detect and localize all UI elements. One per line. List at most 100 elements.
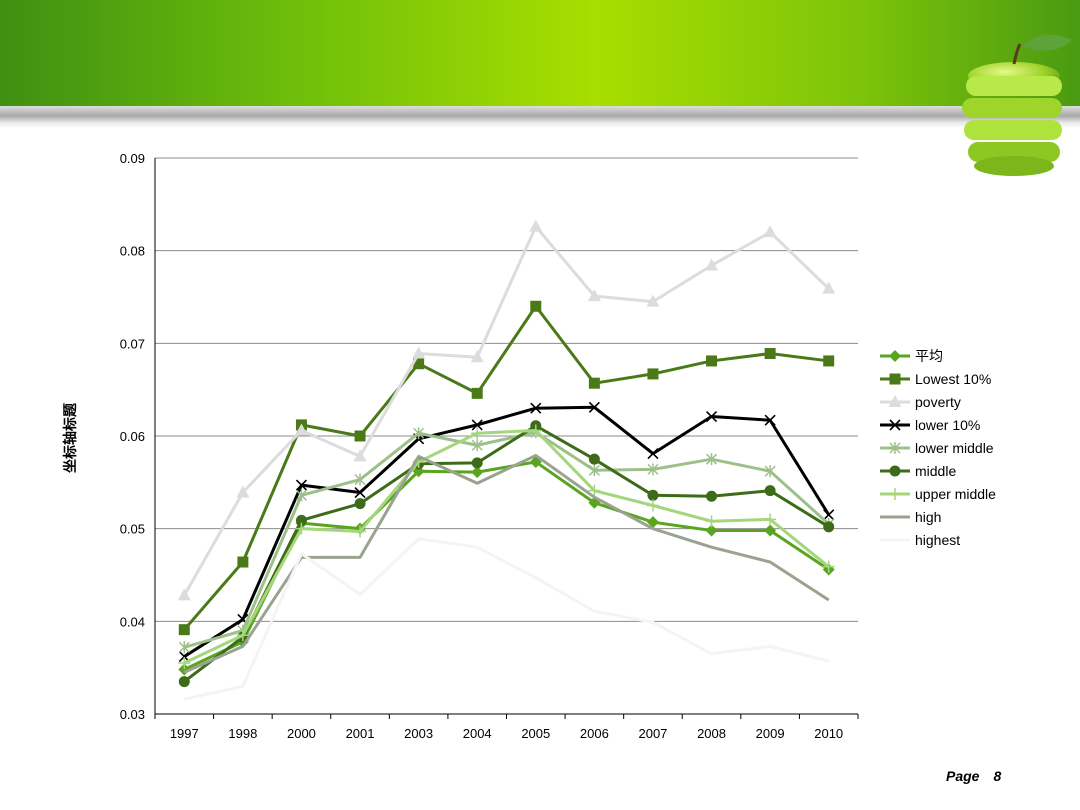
data-point [354,525,367,538]
page-label: Page [946,768,980,784]
data-point [295,489,307,502]
data-point [587,289,601,302]
legend-label: lower 10% [915,417,980,433]
legend-marker [889,465,901,477]
data-point [764,485,776,497]
page-indicator: Page 8 [946,768,1001,784]
data-point [412,346,426,359]
data-point [178,676,190,688]
data-point [647,448,659,460]
series-line-5 [183,424,830,683]
data-point [822,281,836,294]
data-point [470,350,484,363]
y-tick-label: 0.09 [120,151,145,166]
y-tick-label: 0.06 [120,429,145,444]
data-point [647,463,659,476]
data-point [705,410,718,423]
data-point [647,368,659,380]
data-point [295,522,308,535]
legend-label: lower middle [915,440,994,456]
data-point [236,629,249,642]
x-tick-label: 2000 [287,726,316,741]
data-point [178,641,190,654]
data-point [413,427,425,440]
data-point [354,473,366,486]
legend-marker [888,395,902,407]
data-point [588,464,600,477]
legend-label: middle [915,463,956,479]
data-point [354,430,366,442]
data-point [822,560,835,573]
data-point [294,423,308,436]
data-point [471,466,484,479]
data-point [646,516,659,529]
data-point [529,219,543,232]
data-point [237,556,249,568]
data-point [706,453,718,466]
data-point [823,355,835,367]
x-tick-label: 2006 [580,726,609,741]
data-point [764,414,776,426]
series-line-2 [182,225,830,597]
data-point [646,499,659,512]
legend-marker [889,488,901,500]
y-tick-label: 0.08 [120,244,145,259]
data-point [354,498,366,510]
data-point [529,424,542,437]
data-point [530,402,542,414]
y-axis-title: 坐标轴标题 [63,403,79,473]
data-point [471,439,483,452]
x-tick-label: 1997 [170,726,199,741]
legend-label: upper middle [915,486,996,502]
series-line-8 [183,537,830,701]
data-point [178,624,190,636]
header-divider-band [0,106,1080,128]
green-apple-icon [962,34,1072,176]
data-point [588,377,600,389]
data-point [705,524,718,537]
x-tick-label: 2009 [756,726,785,741]
data-point [588,453,600,465]
data-point [236,485,250,498]
data-point [178,657,191,670]
y-tick-label: 0.07 [120,336,145,351]
y-tick-label: 0.05 [120,522,145,537]
header-banner [0,0,1080,106]
data-point [530,300,542,312]
page-number: 8 [993,768,1002,784]
data-point [413,358,425,370]
data-point [471,387,483,399]
legend-label: high [915,509,941,525]
data-point [471,457,483,469]
data-point [764,348,776,360]
data-point [705,515,718,528]
y-tick-label: 0.03 [120,707,145,722]
data-point [353,449,367,462]
data-point [295,479,308,491]
data-point [705,258,719,271]
data-point [763,225,777,238]
y-tick-label: 0.04 [120,614,145,629]
data-point [764,524,777,537]
legend-marker [889,350,901,362]
data-point [354,486,366,499]
data-point [646,294,660,307]
x-tick-label: 2010 [814,726,843,741]
data-point [706,355,718,367]
x-tick-label: 2007 [638,726,667,741]
legend-label: 平均 [915,348,943,364]
x-tick-label: 2008 [697,726,726,741]
legend-label: Lowest 10% [915,371,991,387]
series-line-4 [183,430,830,649]
x-tick-label: 2004 [463,726,492,741]
data-point [823,509,835,521]
data-point [588,401,600,413]
series-line-1 [183,304,829,631]
data-point [177,588,191,601]
legend-label: poverty [915,394,961,410]
legend-marker [889,373,901,385]
series-line-6 [183,428,830,665]
data-point [764,513,777,526]
x-tick-label: 2001 [346,726,375,741]
